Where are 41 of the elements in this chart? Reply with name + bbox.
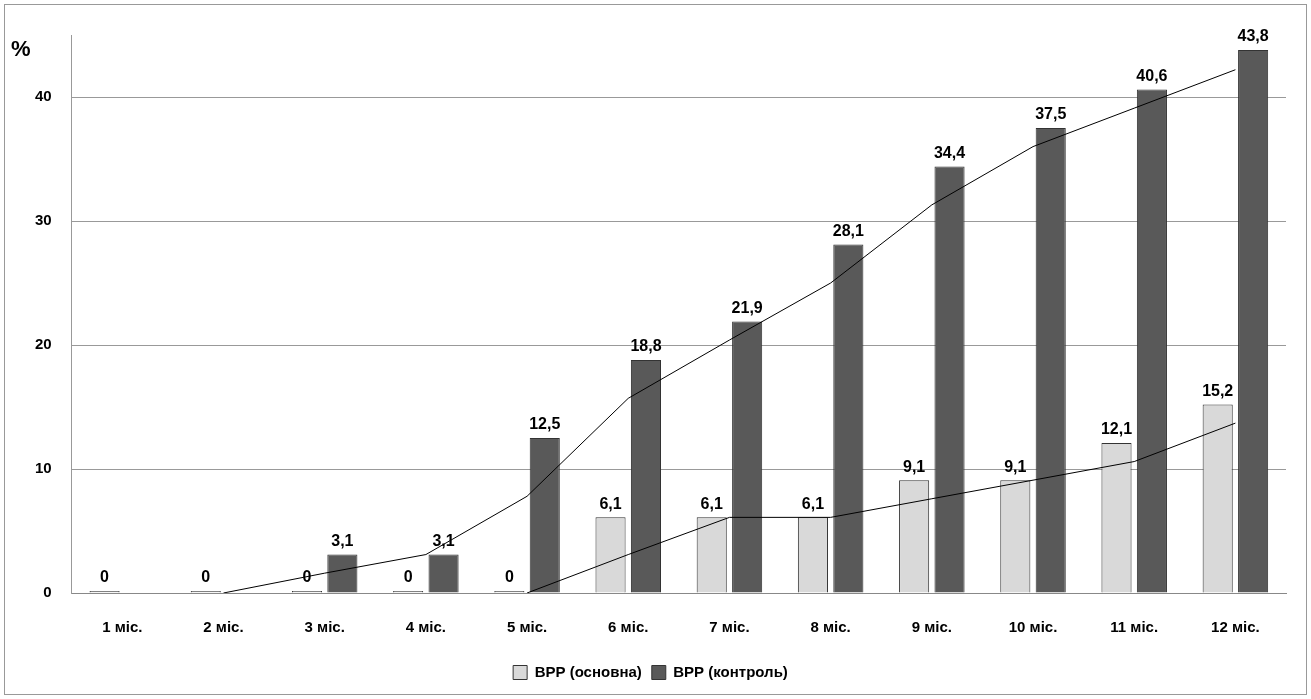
data-label: 0 [100,568,110,586]
x-tick-label: 3 міс. [304,618,345,636]
data-label: 0 [403,568,413,586]
y-tick-label: 10 [35,459,52,477]
data-label: 6,1 [801,494,825,512]
data-label: 12,5 [529,415,561,433]
x-tick-label: 5 міс. [506,618,548,636]
x-tick-label: 10 міс. [1008,618,1058,636]
legend-label: ВРР (основна) [534,662,642,680]
x-tick-label: 4 міс. [405,618,447,636]
x-tick-label: 6 міс. [608,618,649,636]
y-tick-label: 30 [35,211,52,229]
y-tick-label: 0 [43,583,52,601]
data-label: 18,8 [630,337,662,355]
data-label: 3,1 [432,531,455,549]
x-tick-label: 1 міс. [102,618,143,636]
legend-label: ВРР (контроль) [673,662,788,680]
data-label: 40,6 [1136,66,1168,84]
data-label: 12,1 [1100,420,1133,438]
data-label: 0 [504,568,514,586]
x-tick-label: 11 міс. [1110,618,1159,636]
data-label: 0 [201,568,211,586]
data-label: 6,1 [599,494,622,512]
data-label: 34,4 [933,143,966,161]
data-label: 37,5 [1035,105,1067,123]
data-label: 28,1 [832,221,865,239]
data-label: 3,1 [331,531,354,549]
x-tick-label: 12 міс. [1211,618,1260,636]
x-tick-label: 2 міс. [203,618,244,636]
data-label: 9,1 [1004,457,1027,475]
x-tick-label: 7 міс. [709,618,750,636]
data-label: 15,2 [1202,381,1234,399]
y-tick-label: 40 [35,87,52,105]
data-label: 6,1 [700,494,723,512]
x-tick-label: 8 міс. [810,618,851,636]
x-tick-label: 9 міс. [911,618,952,636]
y-tick-label: 20 [35,335,52,353]
data-label: 43,8 [1237,27,1269,45]
data-label: 9,1 [902,457,926,475]
data-label: 21,9 [731,298,763,316]
y-axis-title: % [11,36,31,62]
